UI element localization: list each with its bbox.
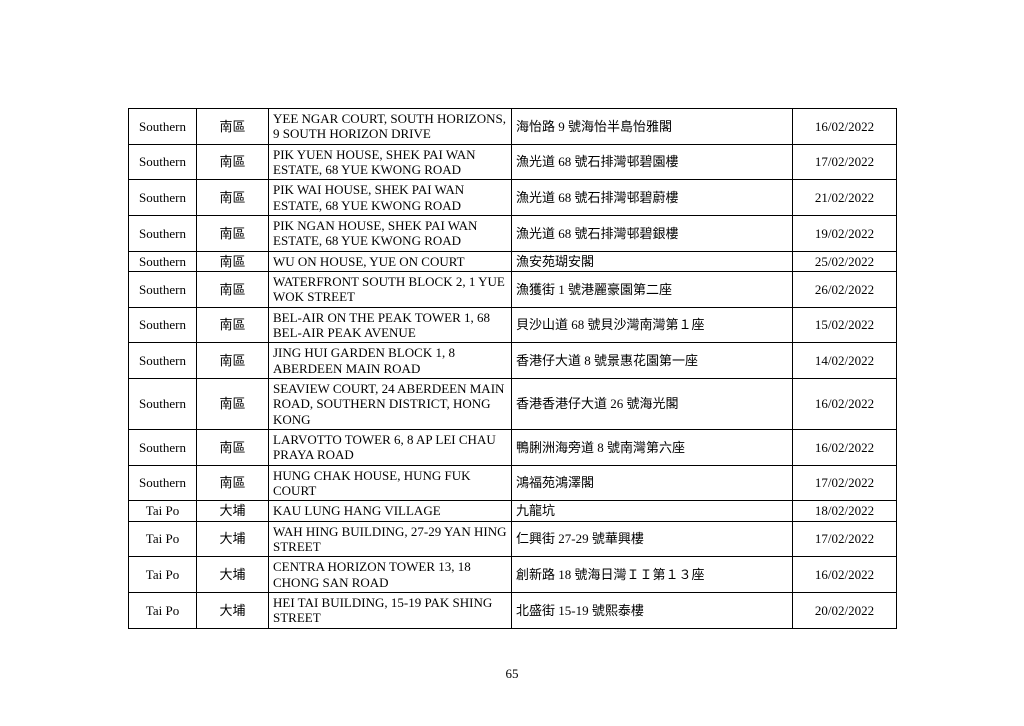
table-row: Southern 南區 PIK YUEN HOUSE, SHEK PAI WAN… xyxy=(128,143,897,181)
district-zh-cell: 南區 xyxy=(196,214,269,252)
address-zh-cell: 九龍坑 xyxy=(511,500,793,522)
district-en-cell: Tai Po xyxy=(128,556,197,593)
address-en-cell: BEL-AIR ON THE PEAK TOWER 1, 68 BEL-AIR … xyxy=(268,306,512,344)
district-en-cell: Southern xyxy=(128,108,197,145)
date-cell: 16/02/2022 xyxy=(792,556,897,593)
buildings-table: Southern 南區 YEE NGAR COURT, SOUTH HORIZO… xyxy=(128,108,897,629)
district-en-cell: Southern xyxy=(128,377,197,430)
address-en-cell: JING HUI GARDEN BLOCK 1, 8 ABERDEEN MAIN… xyxy=(268,342,512,379)
table-row: Southern 南區 SEAVIEW COURT, 24 ABERDEEN M… xyxy=(128,377,897,430)
address-en-cell: CENTRA HORIZON TOWER 13, 18 CHONG SAN RO… xyxy=(268,556,512,593)
address-zh-cell: 創新路 18 號海日灣ＩＩ第１３座 xyxy=(511,556,793,593)
address-en-cell: HEI TAI BUILDING, 15-19 PAK SHING STREET xyxy=(268,591,512,629)
district-zh-cell: 大埔 xyxy=(196,500,269,522)
district-en-cell: Southern xyxy=(128,306,197,344)
address-zh-cell: 漁光道 68 號石排灣邨碧蔚樓 xyxy=(511,179,793,216)
address-zh-cell: 香港香港仔大道 26 號海光閣 xyxy=(511,377,793,430)
table-row: Tai Po 大埔 HEI TAI BUILDING, 15-19 PAK SH… xyxy=(128,591,897,629)
table-row: Tai Po 大埔 KAU LUNG HANG VILLAGE 九龍坑 18/0… xyxy=(128,500,897,522)
district-en-cell: Tai Po xyxy=(128,500,197,522)
date-cell: 15/02/2022 xyxy=(792,306,897,344)
address-zh-cell: 鴨脷洲海旁道 8 號南灣第六座 xyxy=(511,428,793,466)
district-zh-cell: 大埔 xyxy=(196,556,269,593)
address-en-cell: WAH HING BUILDING, 27-29 YAN HING STREET xyxy=(268,520,512,558)
page-number: 65 xyxy=(505,666,519,681)
address-en-cell: SEAVIEW COURT, 24 ABERDEEN MAIN ROAD, SO… xyxy=(268,377,512,430)
district-en-cell: Southern xyxy=(128,428,197,466)
table-row: Southern 南區 WU ON HOUSE, YUE ON COURT 漁安… xyxy=(128,250,897,272)
address-en-cell: HUNG CHAK HOUSE, HUNG FUK COURT xyxy=(268,464,512,502)
address-zh-cell: 北盛街 15-19 號熙泰樓 xyxy=(511,591,793,629)
district-zh-cell: 南區 xyxy=(196,306,269,344)
address-en-cell: LARVOTTO TOWER 6, 8 AP LEI CHAU PRAYA RO… xyxy=(268,428,512,466)
date-cell: 14/02/2022 xyxy=(792,342,897,379)
address-zh-cell: 漁光道 68 號石排灣邨碧銀樓 xyxy=(511,214,793,252)
district-zh-cell: 南區 xyxy=(196,179,269,216)
district-en-cell: Southern xyxy=(128,143,197,181)
address-en-cell: WATERFRONT SOUTH BLOCK 2, 1 YUE WOK STRE… xyxy=(268,270,512,308)
address-en-cell: PIK WAI HOUSE, SHEK PAI WAN ESTATE, 68 Y… xyxy=(268,179,512,216)
district-en-cell: Southern xyxy=(128,464,197,502)
address-zh-cell: 漁光道 68 號石排灣邨碧園樓 xyxy=(511,143,793,181)
date-cell: 20/02/2022 xyxy=(792,591,897,629)
table-row: Southern 南區 HUNG CHAK HOUSE, HUNG FUK CO… xyxy=(128,464,897,502)
date-cell: 17/02/2022 xyxy=(792,520,897,558)
table-row: Southern 南區 JING HUI GARDEN BLOCK 1, 8 A… xyxy=(128,342,897,379)
date-cell: 16/02/2022 xyxy=(792,108,897,145)
address-zh-cell: 貝沙山道 68 號貝沙灣南灣第１座 xyxy=(511,306,793,344)
table-row: Tai Po 大埔 WAH HING BUILDING, 27-29 YAN H… xyxy=(128,520,897,558)
table-row: Southern 南區 LARVOTTO TOWER 6, 8 AP LEI C… xyxy=(128,428,897,466)
district-en-cell: Southern xyxy=(128,270,197,308)
address-en-cell: PIK NGAN HOUSE, SHEK PAI WAN ESTATE, 68 … xyxy=(268,214,512,252)
address-en-cell: WU ON HOUSE, YUE ON COURT xyxy=(268,250,512,272)
district-zh-cell: 南區 xyxy=(196,108,269,145)
district-en-cell: Tai Po xyxy=(128,591,197,629)
date-cell: 17/02/2022 xyxy=(792,143,897,181)
district-zh-cell: 南區 xyxy=(196,270,269,308)
district-zh-cell: 南區 xyxy=(196,342,269,379)
district-zh-cell: 南區 xyxy=(196,377,269,430)
address-zh-cell: 漁獲街 1 號港麗豪園第二座 xyxy=(511,270,793,308)
address-zh-cell: 香港仔大道 8 號景惠花園第一座 xyxy=(511,342,793,379)
district-en-cell: Tai Po xyxy=(128,520,197,558)
date-cell: 17/02/2022 xyxy=(792,464,897,502)
date-cell: 25/02/2022 xyxy=(792,250,897,272)
date-cell: 19/02/2022 xyxy=(792,214,897,252)
date-cell: 26/02/2022 xyxy=(792,270,897,308)
address-zh-cell: 漁安苑瑚安閣 xyxy=(511,250,793,272)
district-zh-cell: 大埔 xyxy=(196,591,269,629)
address-zh-cell: 海怡路 9 號海怡半島怡雅閣 xyxy=(511,108,793,145)
date-cell: 21/02/2022 xyxy=(792,179,897,216)
district-zh-cell: 南區 xyxy=(196,143,269,181)
address-zh-cell: 仁興街 27-29 號華興樓 xyxy=(511,520,793,558)
table-row: Southern 南區 WATERFRONT SOUTH BLOCK 2, 1 … xyxy=(128,270,897,308)
address-en-cell: PIK YUEN HOUSE, SHEK PAI WAN ESTATE, 68 … xyxy=(268,143,512,181)
table-row: Southern 南區 BEL-AIR ON THE PEAK TOWER 1,… xyxy=(128,306,897,344)
table-row: Southern 南區 PIK NGAN HOUSE, SHEK PAI WAN… xyxy=(128,214,897,252)
date-cell: 18/02/2022 xyxy=(792,500,897,522)
address-en-cell: YEE NGAR COURT, SOUTH HORIZONS, 9 SOUTH … xyxy=(268,108,512,145)
district-en-cell: Southern xyxy=(128,214,197,252)
address-zh-cell: 鴻福苑鴻澤閣 xyxy=(511,464,793,502)
date-cell: 16/02/2022 xyxy=(792,377,897,430)
table-row: Tai Po 大埔 CENTRA HORIZON TOWER 13, 18 CH… xyxy=(128,556,897,593)
district-zh-cell: 南區 xyxy=(196,250,269,272)
address-en-cell: KAU LUNG HANG VILLAGE xyxy=(268,500,512,522)
date-cell: 16/02/2022 xyxy=(792,428,897,466)
district-zh-cell: 大埔 xyxy=(196,520,269,558)
district-en-cell: Southern xyxy=(128,250,197,272)
district-en-cell: Southern xyxy=(128,179,197,216)
table-row: Southern 南區 YEE NGAR COURT, SOUTH HORIZO… xyxy=(128,108,897,145)
table-row: Southern 南區 PIK WAI HOUSE, SHEK PAI WAN … xyxy=(128,179,897,216)
district-en-cell: Southern xyxy=(128,342,197,379)
district-zh-cell: 南區 xyxy=(196,464,269,502)
district-zh-cell: 南區 xyxy=(196,428,269,466)
